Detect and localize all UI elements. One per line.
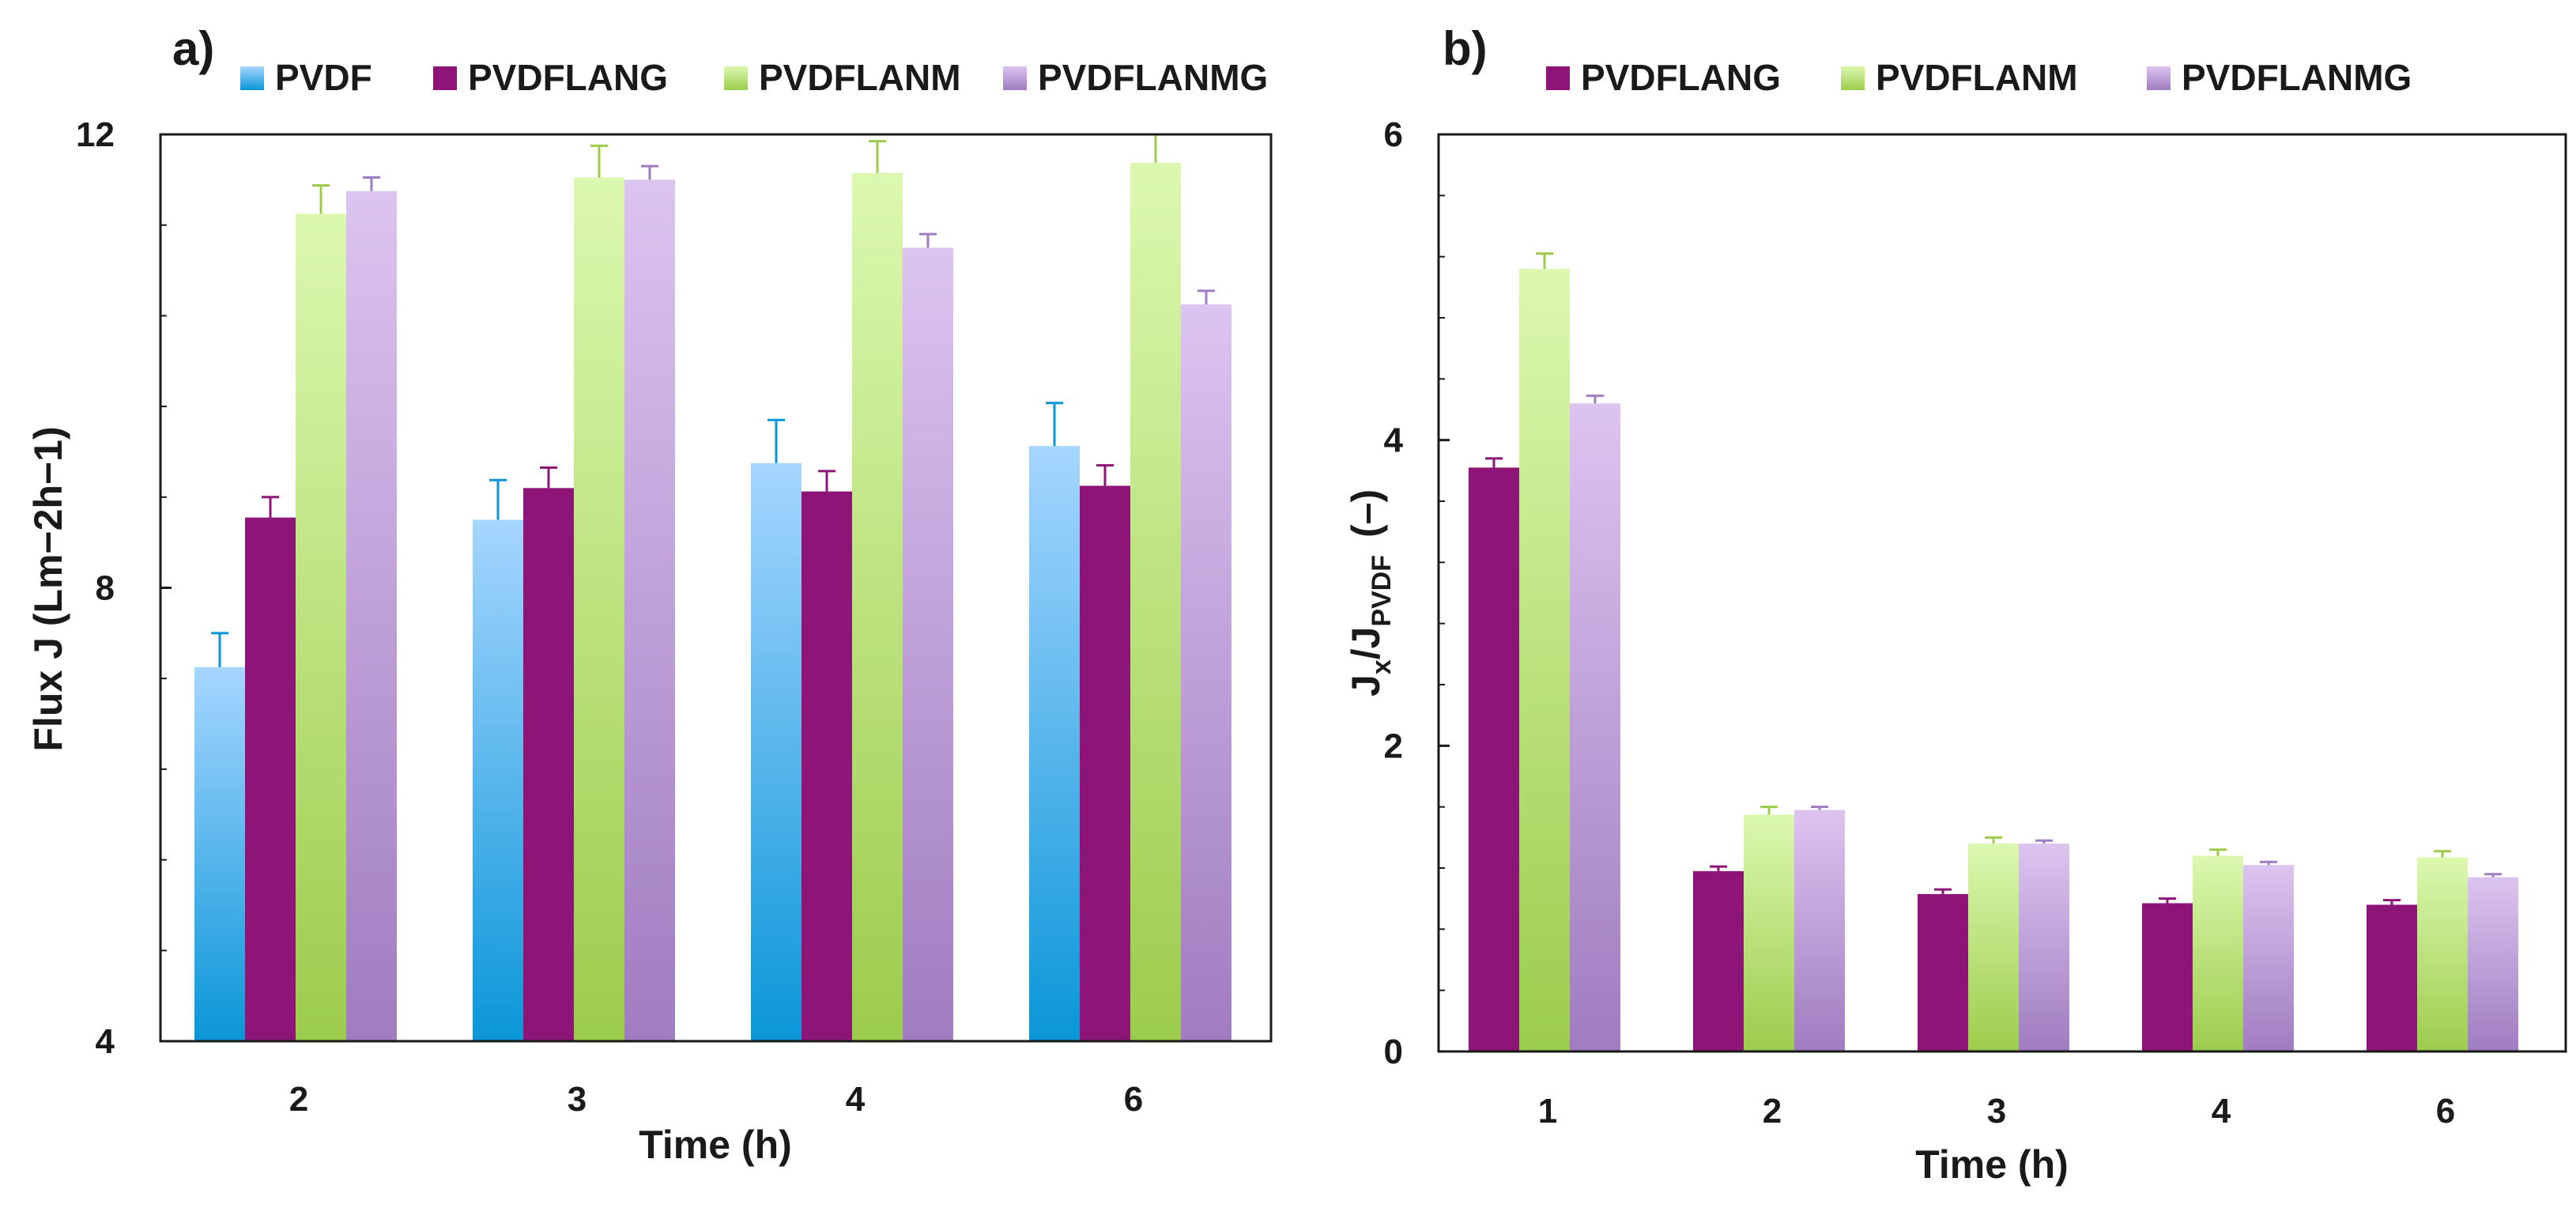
legend-swatch-pvdflanm (724, 66, 748, 90)
y-ticks-b: 0 2 4 6 (1384, 115, 1450, 1071)
bar-pvdflanmg-4 (903, 247, 953, 1041)
x-tick-label: 3 (568, 1080, 586, 1119)
bar-pvdflanm-2 (296, 213, 346, 1041)
bar-pvdf-2 (194, 666, 245, 1041)
bar-pvdflang-2 (245, 517, 296, 1041)
bar-pvdflanm-1 (1519, 269, 1570, 1052)
plot-frame-b (1437, 133, 2567, 1053)
y-axis-title-a: Flux J (Lm−2h−1) (26, 426, 70, 751)
legend-label-pvdflanm: PVDFLANM (1876, 57, 2078, 98)
y-title-b-mid: /J (1344, 627, 1388, 660)
y-title-b-sub2: PVDF (1367, 555, 1397, 627)
legend-swatch-pvdflang (433, 66, 457, 90)
y-tick-label: 4 (96, 1022, 115, 1061)
legend-label-pvdflanmg: PVDFLANMG (1038, 57, 1268, 98)
legend-b: PVDFLANG PVDFLANM PVDFLANMG (1546, 57, 2412, 98)
legend-swatch-pvdflanmg (1003, 66, 1027, 90)
y-axis-title-b: Jx/JPVDF (–) (1344, 489, 1397, 696)
bar-pvdflanmg-4 (2243, 865, 2294, 1051)
y-tick-label: 2 (1384, 727, 1403, 765)
bars-a (194, 133, 1231, 1042)
bar-pvdflang-1 (1469, 467, 1519, 1051)
legend-swatch-pvdf (240, 66, 264, 90)
bar-pvdflanm-3 (1968, 844, 2019, 1051)
x-axis-title-b: Time (h) (1915, 1142, 2069, 1187)
y-tick-label: 8 (96, 569, 115, 608)
panel-a-label: a) (172, 22, 214, 75)
bar-pvdflanm-4 (2193, 855, 2243, 1051)
bar-pvdflanmg-1 (1570, 403, 1620, 1051)
y-title-b-sub1: x (1367, 659, 1397, 674)
bars-b (1469, 252, 2518, 1052)
legend-swatch-pvdflang (1546, 66, 1570, 90)
x-tick-label: 3 (1987, 1092, 2006, 1131)
bar-pvdflang-3 (1918, 893, 1968, 1051)
bar-pvdflanmg-2 (1794, 810, 1845, 1051)
legend-swatch-pvdflanmg (2147, 66, 2171, 90)
bar-pvdflanm-3 (574, 177, 624, 1041)
bar-pvdf-6 (1029, 446, 1080, 1041)
x-tick-label: 6 (1124, 1080, 1143, 1119)
bar-pvdflang-2 (1693, 870, 1744, 1051)
y-ticks-a: 4 8 12 (76, 115, 172, 1061)
bar-pvdflanmg-6 (1181, 304, 1231, 1041)
x-tick-label: 4 (846, 1080, 866, 1119)
legend-label-pvdflanmg: PVDFLANMG (2182, 57, 2412, 98)
legend-label-pvdf: PVDF (275, 57, 372, 98)
bar-pvdflanmg-3 (624, 179, 675, 1042)
y-tick-label: 6 (1384, 115, 1403, 154)
bar-pvdflanm-6 (2417, 857, 2468, 1051)
chart-panel-a: a) PVDF PVDFLANG PVDFLANM PVDFLANMG 4 8 12 2 3… (26, 22, 1273, 1167)
legend-swatch-pvdflanm (1841, 66, 1865, 90)
bar-pvdflanm-2 (1744, 814, 1794, 1051)
y-title-b-tail: (–) (1344, 489, 1388, 538)
x-ticks-a: 2 3 4 6 (289, 1080, 1143, 1119)
bar-pvdf-4 (751, 462, 801, 1041)
x-tick-label: 2 (1763, 1092, 1782, 1131)
bar-pvdflang-6 (1080, 485, 1130, 1041)
bar-pvdflang-4 (801, 491, 852, 1041)
x-axis-title-a: Time (h) (639, 1123, 792, 1167)
legend-label-pvdflang: PVDFLANG (1581, 57, 1781, 98)
legend-label-pvdflanm: PVDFLANM (759, 57, 961, 98)
x-tick-label: 6 (2436, 1092, 2455, 1131)
bar-pvdflang-3 (523, 488, 574, 1041)
bar-pvdflanmg-3 (2019, 844, 2069, 1051)
x-tick-label: 1 (1538, 1092, 1557, 1131)
y-tick-label: 4 (1384, 421, 1404, 460)
bar-pvdflanm-4 (852, 172, 903, 1041)
x-tick-label: 4 (2212, 1092, 2231, 1131)
bar-pvdf-3 (473, 519, 523, 1041)
bar-pvdflanmg-2 (346, 191, 397, 1041)
y-title-b-main: J (1344, 674, 1388, 696)
bar-pvdflang-4 (2142, 903, 2193, 1051)
y-tick-label: 12 (76, 115, 115, 154)
bar-pvdflang-6 (2367, 904, 2417, 1051)
x-ticks-b: 1 2 3 4 6 (1538, 1092, 2455, 1131)
legend-label-pvdflang: PVDFLANG (468, 57, 668, 98)
panel-b-label: b) (1443, 22, 1488, 75)
bar-pvdflanm-6 (1130, 162, 1181, 1041)
x-tick-label: 2 (289, 1080, 308, 1119)
y-tick-label: 0 (1384, 1032, 1403, 1071)
bar-pvdflanmg-6 (2468, 877, 2518, 1051)
legend-a: PVDF PVDFLANG PVDFLANM PVDFLANMG (240, 57, 1268, 98)
